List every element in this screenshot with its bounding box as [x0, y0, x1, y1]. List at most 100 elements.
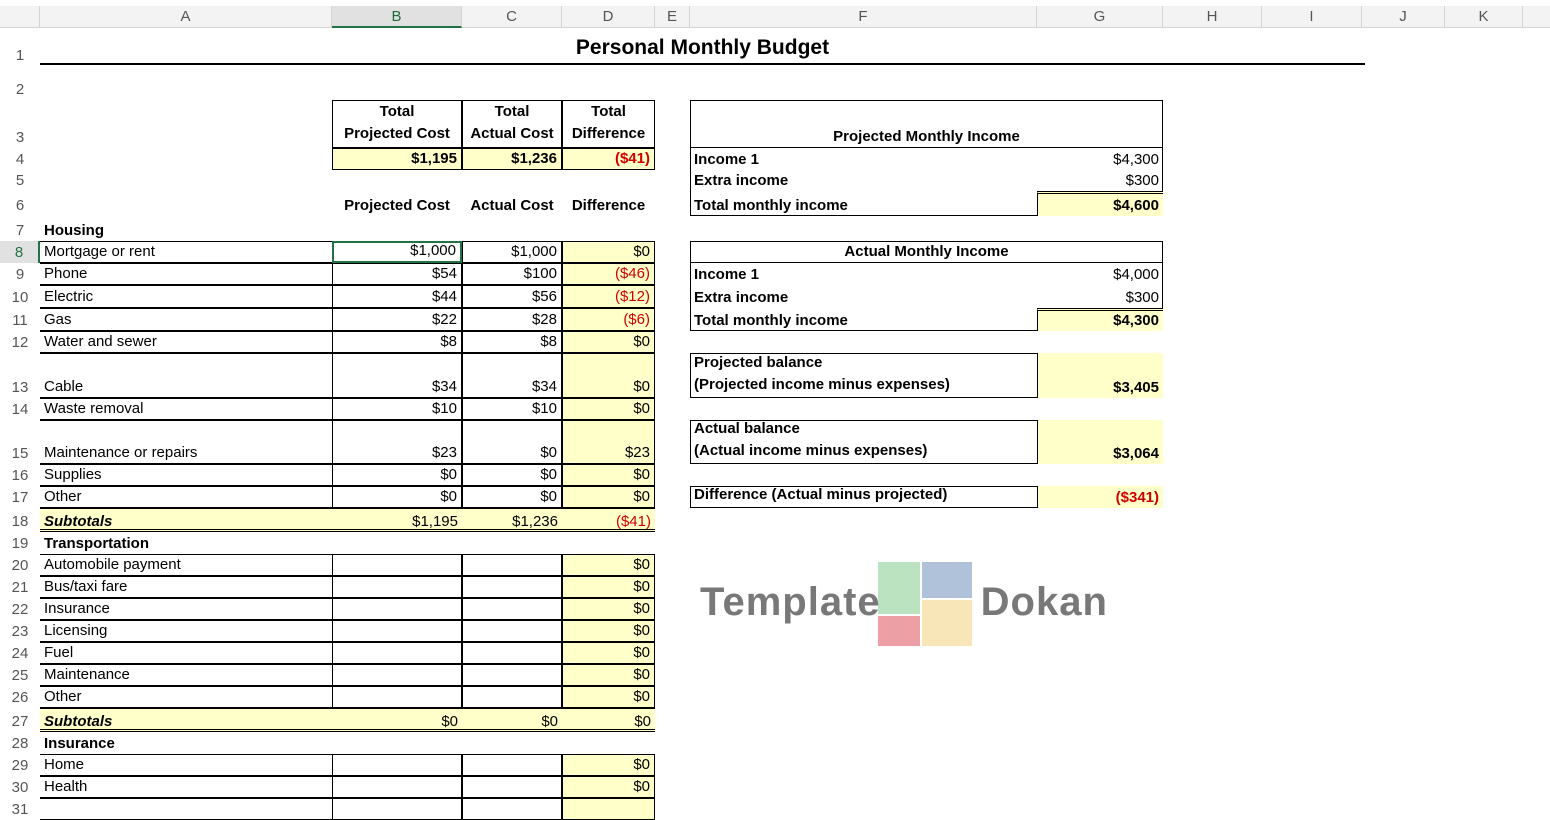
- expense-label[interactable]: Mortgage or rent: [40, 241, 332, 263]
- expense-label[interactable]: Home: [40, 754, 332, 776]
- actual-cost-cell[interactable]: [462, 642, 562, 664]
- expense-label[interactable]: Water and sewer: [40, 331, 332, 353]
- row-header-26[interactable]: 26: [11, 689, 29, 706]
- column-header-h[interactable]: H: [1163, 6, 1262, 28]
- projected-cost-cell[interactable]: $34: [332, 353, 462, 398]
- column-header-j[interactable]: J: [1362, 6, 1445, 28]
- column-header-a[interactable]: A: [40, 6, 332, 28]
- expense-label[interactable]: Supplies: [40, 464, 332, 486]
- income-value[interactable]: $4,300: [1113, 151, 1159, 168]
- income-value[interactable]: $300: [1125, 289, 1159, 306]
- expense-label[interactable]: Cable: [40, 353, 332, 398]
- actual-cost-cell[interactable]: [462, 776, 562, 798]
- expense-label[interactable]: Phone: [40, 263, 332, 285]
- difference-cell[interactable]: ($46): [562, 263, 655, 285]
- difference-cell[interactable]: $0: [562, 754, 655, 776]
- difference-cell[interactable]: $0: [562, 353, 655, 398]
- row-header-19[interactable]: 19: [11, 535, 29, 552]
- actual-cost-cell[interactable]: $28: [462, 308, 562, 331]
- expense-label[interactable]: Maintenance: [40, 664, 332, 686]
- difference-cell[interactable]: $0: [562, 776, 655, 798]
- row-header-18[interactable]: 18: [11, 513, 29, 530]
- summary-value[interactable]: $1,236: [462, 148, 562, 170]
- column-header-c[interactable]: C: [462, 6, 562, 28]
- actual-cost-cell[interactable]: $8: [462, 331, 562, 353]
- row-header-31[interactable]: 31: [11, 801, 29, 818]
- row-header-24[interactable]: 24: [11, 645, 29, 662]
- expense-label[interactable]: Health: [40, 776, 332, 798]
- projected-cost-cell[interactable]: [332, 576, 462, 598]
- actual-cost-cell[interactable]: $1,000: [462, 241, 562, 263]
- column-header-k[interactable]: K: [1445, 6, 1523, 28]
- expense-label[interactable]: Other: [40, 686, 332, 708]
- projected-cost-cell[interactable]: $22: [332, 308, 462, 331]
- actual-cost-cell[interactable]: [462, 686, 562, 708]
- row-header-17[interactable]: 17: [11, 489, 29, 506]
- subtotal-actual[interactable]: $0: [541, 713, 558, 730]
- income-value[interactable]: $4,000: [1113, 266, 1159, 283]
- projected-cost-cell[interactable]: [332, 798, 462, 820]
- actual-cost-cell[interactable]: $100: [462, 263, 562, 285]
- actual-cost-cell[interactable]: [462, 798, 562, 820]
- difference-cell[interactable]: $0: [562, 554, 655, 576]
- row-header-1[interactable]: 1: [15, 47, 25, 64]
- subtotal-difference[interactable]: ($41): [615, 513, 651, 530]
- difference-cell[interactable]: $0: [562, 598, 655, 620]
- projected-cost-cell[interactable]: $0: [332, 464, 462, 486]
- projected-cost-cell[interactable]: [332, 664, 462, 686]
- actual-cost-cell[interactable]: [462, 576, 562, 598]
- row-header-7[interactable]: 7: [15, 222, 25, 239]
- total-income-value[interactable]: $4,600: [1037, 191, 1163, 216]
- difference-cell[interactable]: $0: [562, 686, 655, 708]
- expense-label[interactable]: Gas: [40, 308, 332, 331]
- row-header-22[interactable]: 22: [11, 601, 29, 618]
- difference-cell[interactable]: $0: [562, 620, 655, 642]
- projected-cost-cell[interactable]: [332, 754, 462, 776]
- row-header-11[interactable]: 11: [12, 312, 28, 329]
- row-header-10[interactable]: 10: [11, 289, 29, 306]
- projected-cost-cell[interactable]: $0: [332, 486, 462, 508]
- row-header-6[interactable]: 6: [15, 197, 25, 214]
- actual-cost-cell[interactable]: $56: [462, 285, 562, 308]
- projected-cost-cell[interactable]: $44: [332, 285, 462, 308]
- expense-label[interactable]: Waste removal: [40, 398, 332, 420]
- row-header-8[interactable]: 8: [0, 241, 40, 263]
- row-header-23[interactable]: 23: [11, 623, 29, 640]
- row-header-25[interactable]: 25: [11, 667, 29, 684]
- expense-label[interactable]: Other: [40, 486, 332, 508]
- row-header-12[interactable]: 12: [11, 334, 29, 351]
- row-header-30[interactable]: 30: [11, 779, 29, 796]
- actual-cost-cell[interactable]: [462, 754, 562, 776]
- difference-cell[interactable]: $0: [562, 464, 655, 486]
- column-header-g[interactable]: G: [1037, 6, 1163, 28]
- total-income-value[interactable]: $4,300: [1037, 308, 1163, 331]
- row-header-15[interactable]: 15: [11, 445, 29, 462]
- difference-cell[interactable]: $0: [562, 241, 655, 263]
- actual-cost-cell[interactable]: $10: [462, 398, 562, 420]
- income-value[interactable]: $300: [1125, 172, 1159, 189]
- actual-cost-cell[interactable]: $0: [462, 464, 562, 486]
- column-header-d[interactable]: D: [562, 6, 655, 28]
- row-header-5[interactable]: 5: [15, 172, 25, 189]
- projected-cost-cell[interactable]: $23: [332, 420, 462, 464]
- column-header-f[interactable]: F: [690, 6, 1037, 28]
- row-header-4[interactable]: 4: [15, 151, 25, 168]
- balance-difference-value[interactable]: ($341): [1037, 486, 1163, 508]
- subtotal-actual[interactable]: $1,236: [512, 513, 558, 530]
- actual-cost-cell[interactable]: [462, 554, 562, 576]
- expense-label[interactable]: Bus/taxi fare: [40, 576, 332, 598]
- difference-cell[interactable]: $0: [562, 486, 655, 508]
- difference-cell[interactable]: ($12): [562, 285, 655, 308]
- actual-balance-value[interactable]: $3,064: [1037, 420, 1163, 464]
- projected-cost-cell[interactable]: $8: [332, 331, 462, 353]
- expense-label[interactable]: Fuel: [40, 642, 332, 664]
- difference-cell[interactable]: $23: [562, 420, 655, 464]
- column-header-b[interactable]: B: [332, 6, 462, 28]
- row-header-13[interactable]: 13: [11, 379, 29, 396]
- row-header-27[interactable]: 27: [11, 713, 29, 730]
- actual-cost-cell[interactable]: [462, 620, 562, 642]
- actual-cost-cell[interactable]: [462, 664, 562, 686]
- row-header-21[interactable]: 21: [11, 579, 29, 596]
- projected-cost-cell[interactable]: [332, 686, 462, 708]
- expense-label[interactable]: Automobile payment: [40, 554, 332, 576]
